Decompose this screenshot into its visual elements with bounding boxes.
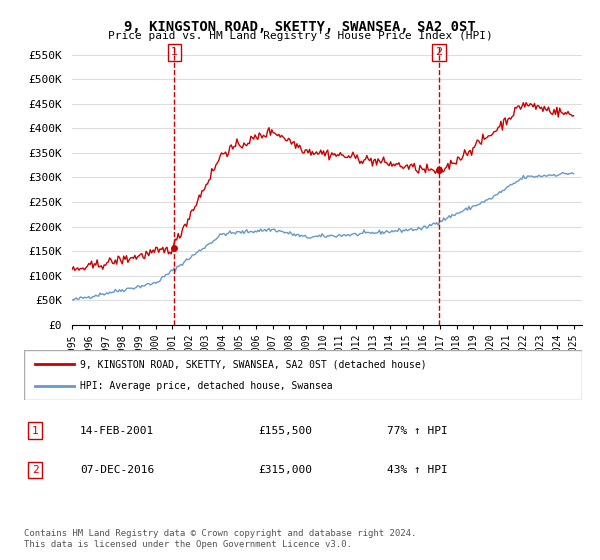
Text: 43% ↑ HPI: 43% ↑ HPI <box>387 465 448 475</box>
Text: 2: 2 <box>436 47 443 57</box>
Text: 14-FEB-2001: 14-FEB-2001 <box>80 426 154 436</box>
Text: 2: 2 <box>32 465 38 475</box>
Text: 9, KINGSTON ROAD, SKETTY, SWANSEA, SA2 0ST (detached house): 9, KINGSTON ROAD, SKETTY, SWANSEA, SA2 0… <box>80 359 427 369</box>
Text: HPI: Average price, detached house, Swansea: HPI: Average price, detached house, Swan… <box>80 381 332 391</box>
Text: 07-DEC-2016: 07-DEC-2016 <box>80 465 154 475</box>
Text: 1: 1 <box>32 426 38 436</box>
Text: £315,000: £315,000 <box>259 465 313 475</box>
Text: 77% ↑ HPI: 77% ↑ HPI <box>387 426 448 436</box>
Text: 9, KINGSTON ROAD, SKETTY, SWANSEA, SA2 0ST: 9, KINGSTON ROAD, SKETTY, SWANSEA, SA2 0… <box>124 20 476 34</box>
Text: Contains HM Land Registry data © Crown copyright and database right 2024.
This d: Contains HM Land Registry data © Crown c… <box>24 529 416 549</box>
Text: 1: 1 <box>171 47 178 57</box>
Text: £155,500: £155,500 <box>259 426 313 436</box>
Text: Price paid vs. HM Land Registry's House Price Index (HPI): Price paid vs. HM Land Registry's House … <box>107 31 493 41</box>
FancyBboxPatch shape <box>24 350 582 400</box>
